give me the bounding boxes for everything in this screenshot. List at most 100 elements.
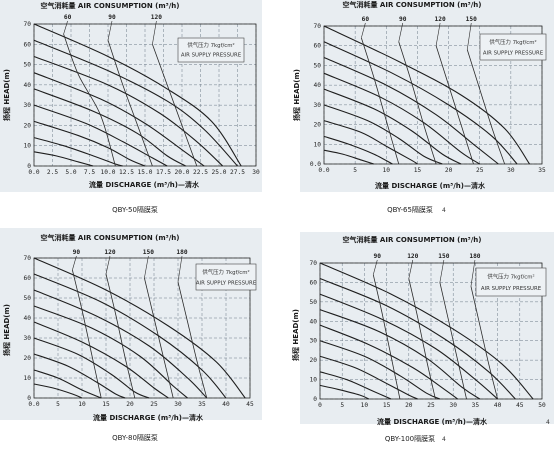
y-tick-label: 0: [313, 396, 317, 403]
head-curve-6: [33, 337, 150, 399]
air-consumption-label-120: 120: [104, 249, 115, 256]
head-curve-1: [33, 23, 242, 167]
head-curve-7: [323, 120, 418, 165]
legend-line-1: 供气压力 7kgf/cm²: [202, 268, 249, 276]
label-leader-line: [372, 259, 378, 275]
legend-line-2: AIR SUPPLY PRESSURE: [196, 280, 257, 286]
pump-model-caption: QBY-80隔膜泵: [112, 433, 158, 442]
head-curve-3: [33, 289, 208, 399]
y-tick-label: 70: [314, 23, 322, 30]
x-tick-label: 0.0: [28, 401, 39, 408]
label-leader-line: [439, 259, 445, 283]
head-curve-2: [323, 41, 518, 165]
grid-lines: [33, 23, 257, 167]
y-tick-label: 40: [310, 318, 318, 325]
chart-panel-3: 0.0 5 10 15 20 25 30 35 40 45 0 10 20 30 40 50 60 70 供气压力 …: [0, 228, 262, 442]
label-leader-line: [144, 255, 149, 279]
air-consumption-label-90: 90: [399, 16, 407, 23]
y-tick-label: 20: [24, 355, 32, 362]
y-tick-label: 30: [314, 102, 322, 109]
air-consumption-label-150: 150: [466, 16, 477, 23]
air-consumption-label-60: 60: [362, 16, 370, 23]
chart-panel-4: 0 5 10 15 20 25 30 35 40 45 50 0 10 20 30 40 50 60 70 供气压力 …: [291, 232, 554, 443]
air-consumption-curves: 60 90 120 150: [360, 16, 506, 165]
x-tick-label: 35: [198, 401, 206, 408]
x-tick-label: 10: [361, 402, 369, 409]
label-leader-line: [435, 22, 441, 46]
chart-title: 空气消耗量 AIR CONSUMPTION (m³/h): [41, 1, 180, 10]
y-tick-label: 0: [27, 395, 31, 402]
legend-line-1: 供气压力 7kgf/cm²: [487, 273, 534, 281]
caption-mark: 4: [442, 207, 446, 214]
legend-box: [479, 33, 547, 61]
y-tick-label: 0: [27, 163, 31, 170]
y-tick-label: 10: [310, 377, 318, 384]
air-consumption-curve-150: [466, 49, 506, 165]
x-tick-label: 0.0: [318, 167, 329, 174]
x-tick-label: 15: [383, 402, 391, 409]
air-consumption-curve-90: [72, 269, 102, 399]
pump-model-caption: QBY-65隔膜泵: [387, 205, 433, 214]
air-consumption-label-180: 180: [176, 249, 187, 256]
air-consumption-curve-90: [372, 274, 401, 400]
x-tick-label: 27.5: [230, 169, 245, 176]
label-leader-line: [107, 20, 113, 41]
head-curve-8: [323, 135, 393, 165]
label-leader-line: [177, 255, 183, 283]
x-tick-label: 10: [78, 401, 86, 408]
plot-frame: [319, 262, 543, 400]
head-discharge-curves: [319, 262, 534, 400]
head-curve-7: [33, 353, 126, 399]
x-tick-label: 30: [507, 167, 515, 174]
y-tick-label: 50: [314, 62, 322, 69]
x-tick-label: 5.0: [65, 169, 76, 176]
head-curve-4: [323, 72, 481, 165]
air-consumption-label-120: 120: [435, 16, 446, 23]
plot-frame: [323, 25, 543, 165]
head-curve-1: [323, 25, 530, 165]
y-tick-label: 10: [314, 141, 322, 148]
legend-box: [475, 267, 547, 297]
head-curve-4: [33, 305, 188, 399]
head-discharge-curves: [33, 23, 242, 167]
head-curve-7: [319, 355, 418, 400]
y-tick-label: 70: [24, 255, 32, 262]
air-consumption-label-120: 120: [407, 253, 418, 260]
y-tick-label: 50: [310, 299, 318, 306]
y-tick-label: 40: [24, 315, 32, 322]
label-leader-line: [105, 255, 111, 275]
air-consumption-curve-120: [152, 44, 198, 167]
chart-title: 空气消耗量 AIR CONSUMPTION (m³/h): [343, 0, 482, 9]
x-tick-label: 30: [174, 401, 182, 408]
air-consumption-label-150: 150: [438, 253, 449, 260]
head-curve-3: [319, 293, 498, 400]
x-tick-label: 35: [472, 402, 480, 409]
x-tick-label: 10.0: [101, 169, 116, 176]
air-consumption-curve-150: [144, 277, 174, 399]
legend-line-2: AIR SUPPLY PRESSURE: [481, 286, 542, 292]
air-consumption-curve-90: [107, 40, 153, 167]
y-tick-label: 50: [24, 295, 32, 302]
x-tick-label: 5: [353, 167, 357, 174]
air-consumption-label-90: 90: [108, 14, 116, 21]
x-axis-title: 流量 DISCHARGE (m³/h)—清水: [93, 413, 204, 422]
air-consumption-label-120: 120: [151, 14, 162, 21]
head-curve-1: [33, 257, 246, 399]
legend-line-1: 供气压力 7kgf/cm²: [187, 41, 234, 49]
label-leader-line: [361, 22, 366, 38]
x-tick-label: 15: [414, 167, 422, 174]
y-tick-label: 40: [24, 82, 32, 89]
x-tick-label: 30: [252, 169, 260, 176]
x-tick-label: 40: [494, 402, 502, 409]
x-tick-label: 20: [445, 167, 453, 174]
air-consumption-curves: 90 120 150 180: [372, 253, 498, 400]
legend-line-2: AIR SUPPLY PRESSURE: [483, 50, 544, 56]
chart-panel-2: 0.0 5 10 15 20 25 30 35 0.0 10 20 30 40 50 60 70 供气压力 7k…: [292, 0, 554, 214]
air-pressure-legend: 供气压力 7kgf/cm² AIR SUPPLY PRESSURE: [479, 33, 547, 61]
air-consumption-label-180: 180: [469, 253, 480, 260]
plot-frame: [33, 257, 251, 399]
y-tick-label: 40: [314, 82, 322, 89]
y-tick-label: 30: [310, 338, 318, 345]
air-consumption-curve-120: [105, 273, 136, 399]
head-curve-8: [33, 137, 123, 167]
